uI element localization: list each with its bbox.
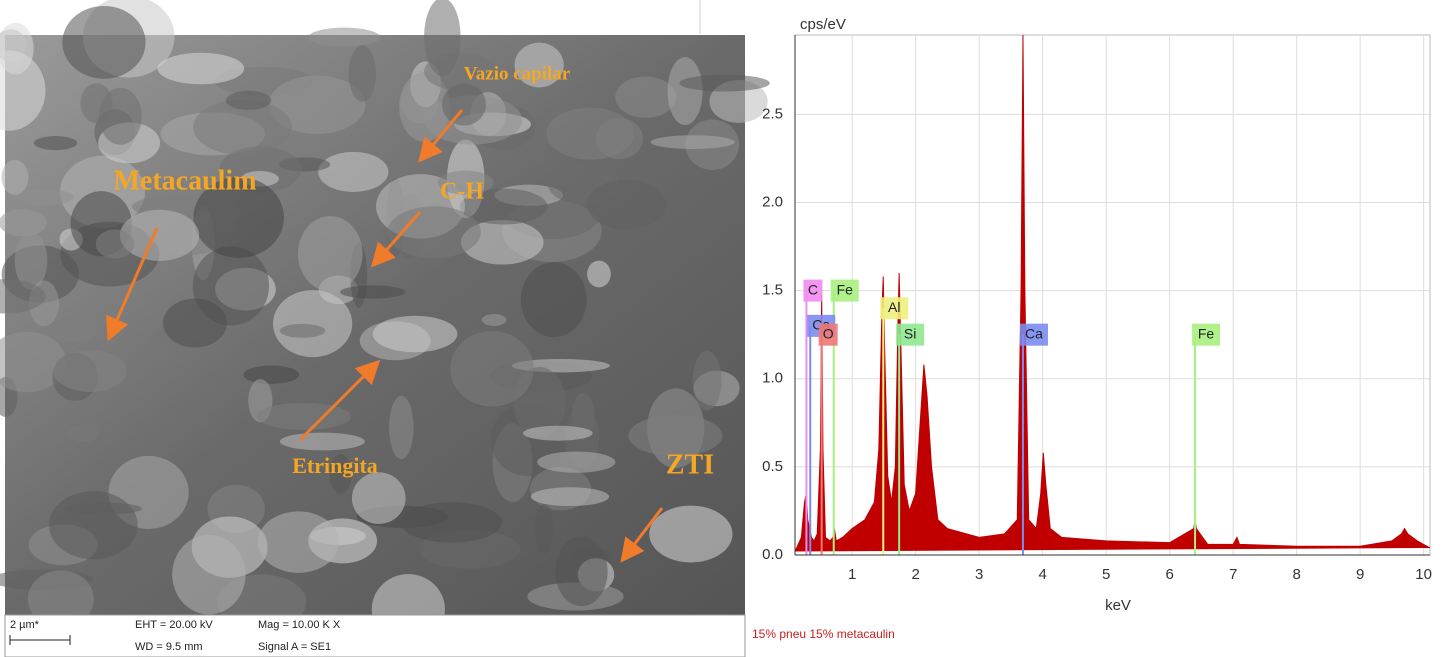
- sem-label: Etringita: [292, 453, 378, 478]
- y-tick-label: 1.0: [762, 370, 783, 387]
- sem-texture: [273, 290, 352, 357]
- element-label: Fe: [1198, 325, 1215, 341]
- figure: Vazio capilar Metacaulim C-H Etringita Z…: [0, 0, 1443, 657]
- sem-texture: [535, 504, 554, 554]
- sem-texture: [349, 45, 376, 102]
- sem-texture: [1, 160, 28, 195]
- x-tick-label: 4: [1038, 566, 1046, 583]
- sem-texture: [298, 216, 363, 291]
- sem-texture: [649, 506, 732, 563]
- element-label: Fe: [837, 281, 854, 297]
- sem-texture: [99, 88, 142, 145]
- sem-texture: [163, 299, 227, 348]
- sem-texture: [587, 261, 611, 288]
- sem-texture: [373, 316, 458, 353]
- sem-texture: [521, 262, 587, 337]
- sem-texture: [280, 324, 326, 338]
- y-tick-label: 0.0: [762, 546, 783, 563]
- sem-texture: [546, 108, 634, 160]
- x-tick-label: 9: [1356, 566, 1364, 583]
- sem-texture: [308, 28, 380, 47]
- x-tick-label: 3: [975, 566, 983, 583]
- sem-texture: [34, 136, 77, 150]
- x-tick-label: 7: [1229, 566, 1237, 583]
- sem-texture: [400, 502, 502, 542]
- element-label: Ca: [1025, 325, 1043, 341]
- element-label: Si: [904, 325, 916, 341]
- y-tick-label: 1.5: [762, 282, 783, 299]
- sem-label: C-H: [440, 179, 484, 205]
- sem-texture: [62, 6, 145, 79]
- x-tick-label: 10: [1415, 566, 1432, 583]
- sem-texture: [537, 451, 615, 472]
- sem-texture: [442, 83, 486, 125]
- sem-texture: [318, 152, 388, 192]
- caption: 15% pneu 15% metacaulin: [752, 627, 895, 641]
- sem-texture: [340, 285, 405, 298]
- sem-texture: [158, 53, 245, 85]
- sem-texture: [0, 209, 47, 236]
- sem-texture: [243, 366, 299, 384]
- y-tick-label: 2.5: [762, 105, 783, 122]
- sem-texture: [555, 537, 607, 607]
- sem-texture: [679, 75, 769, 92]
- x-tick-label: 1: [848, 566, 856, 583]
- x-tick-label: 2: [911, 566, 919, 583]
- sem-texture: [256, 403, 351, 430]
- sem-texture: [226, 91, 272, 110]
- x-tick-label: 8: [1292, 566, 1300, 583]
- plot-area: [795, 35, 1430, 555]
- sem-texture: [424, 0, 460, 76]
- info-text: WD = 9.5 mm: [135, 641, 203, 653]
- spectrum-chart: cps/eV keV 15% pneu 15% metacaulin 0.0 0.…: [752, 16, 1432, 641]
- sem-texture: [693, 351, 722, 411]
- sem-label: Metacaulim: [113, 165, 256, 196]
- info-text: Signal A = SE1: [258, 641, 331, 653]
- sem-texture: [53, 350, 127, 392]
- sem-texture: [587, 180, 666, 230]
- sem-texture: [120, 210, 199, 261]
- sem-texture: [96, 229, 135, 258]
- x-axis-label: keV: [1105, 597, 1131, 614]
- sem-texture: [53, 330, 90, 342]
- y-axis-label: cps/eV: [800, 16, 846, 33]
- info-background: [5, 615, 745, 657]
- sem-texture: [172, 535, 245, 615]
- sem-texture: [531, 487, 609, 506]
- sem-texture: [66, 503, 142, 515]
- info-bar: 2 µm* EHT = 20.00 kV WD = 9.5 mm Mag = 1…: [5, 615, 745, 657]
- sem-texture: [280, 433, 365, 451]
- sem-texture: [615, 76, 676, 117]
- sem-texture: [389, 396, 414, 459]
- y-tick-label: 2.0: [762, 193, 783, 210]
- info-text: EHT = 20.00 kV: [135, 619, 213, 631]
- sem-texture: [352, 472, 406, 524]
- x-tick-label: 5: [1102, 566, 1110, 583]
- element-label: C: [808, 281, 818, 297]
- y-tick-label: 0.5: [762, 458, 783, 475]
- sem-texture: [651, 135, 735, 149]
- sem-texture: [450, 331, 534, 406]
- info-text: Mag = 10.00 K X: [258, 619, 341, 631]
- sem-texture: [258, 511, 339, 572]
- element-label: O: [823, 325, 834, 341]
- sem-texture: [49, 491, 138, 559]
- scale-label: 2 µm*: [10, 619, 40, 631]
- sem-texture: [523, 426, 593, 441]
- element-label: Al: [888, 299, 900, 315]
- sem-texture: [668, 57, 703, 125]
- page: {"sem_image": { "labels": ["Vazio capila…: [0, 0, 1443, 657]
- sem-label: Vazio capilar: [464, 63, 571, 84]
- x-tick-label: 6: [1165, 566, 1173, 583]
- sem-texture: [67, 425, 99, 442]
- sem-label: ZTI: [666, 449, 714, 480]
- sem-texture: [482, 314, 506, 326]
